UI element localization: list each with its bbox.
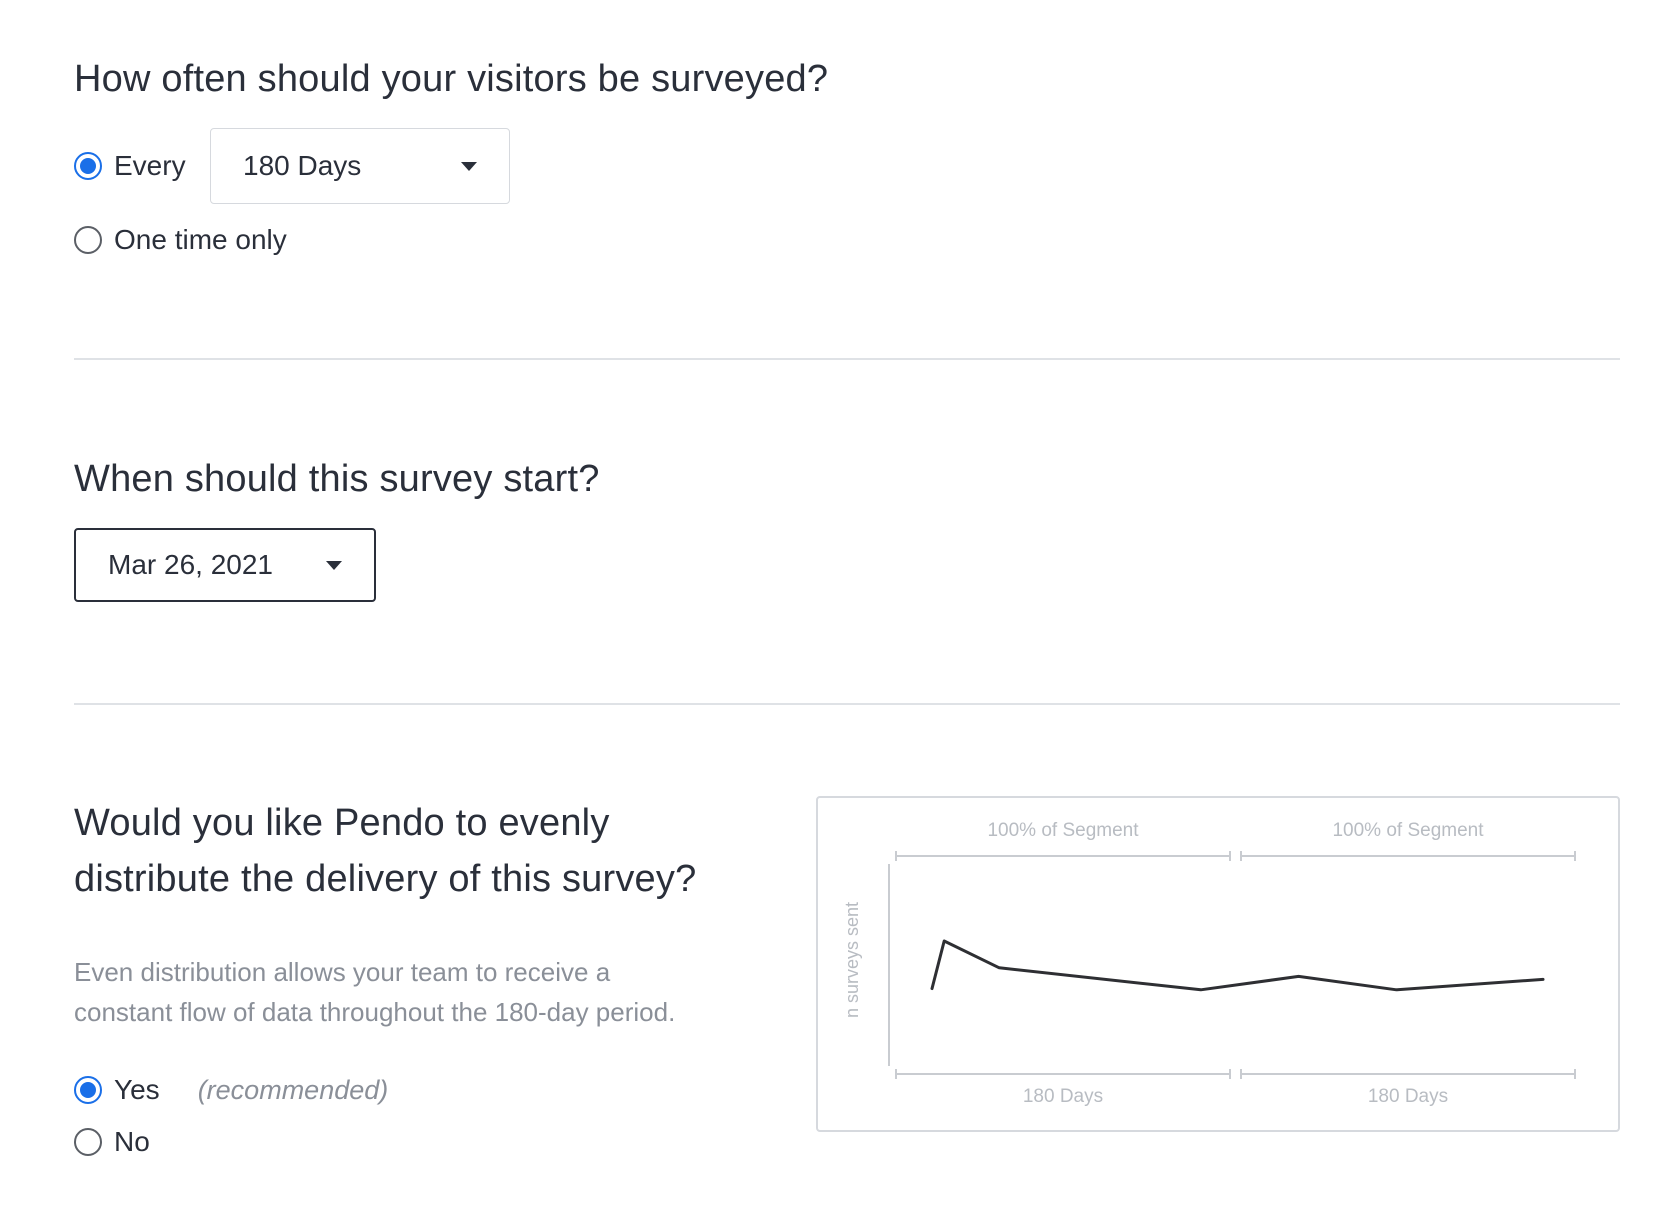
no-option[interactable]: No <box>74 1122 150 1162</box>
one-time-option[interactable]: One time only <box>74 220 287 260</box>
distribution-chart-svg: 100% of Segment 180 Days 100% of Segment 18… <box>842 820 1576 1107</box>
start-date-dropdown[interactable]: Mar 26, 2021 <box>74 528 376 602</box>
no-label: No <box>114 1126 150 1157</box>
description-line2: constant flow of data throughout the 180… <box>74 997 676 1027</box>
every-option[interactable]: Every <box>74 146 186 186</box>
top-segment-label: 100% of Segment <box>1332 820 1484 841</box>
one-time-radio[interactable] <box>74 226 102 254</box>
every-label: Every <box>114 150 186 181</box>
interval-dropdown[interactable]: 180 Days <box>210 128 510 204</box>
chevron-down-icon <box>326 560 342 570</box>
frequency-title: How often should your visitors be survey… <box>74 58 829 100</box>
yes-radio[interactable] <box>74 1076 102 1104</box>
no-radio[interactable] <box>74 1128 102 1156</box>
series-line <box>930 939 1545 992</box>
every-radio[interactable] <box>74 152 102 180</box>
bottom-segment-label: 180 Days <box>1023 1086 1103 1107</box>
start-date-value: Mar 26, 2021 <box>108 549 273 580</box>
yes-option[interactable]: Yes (recommended) <box>74 1070 388 1110</box>
distribution-chart: 100% of Segment 180 Days 100% of Segment 18… <box>816 796 1620 1132</box>
start-title: When should this survey start? <box>74 458 600 500</box>
section-divider <box>74 358 1620 360</box>
bottom-segment-label: 180 Days <box>1368 1086 1448 1107</box>
top-segment-label: 100% of Segment <box>987 820 1139 841</box>
one-time-label: One time only <box>114 224 287 255</box>
distribution-title-line1: Would you like Pendo to evenly <box>74 802 610 844</box>
distribution-title-line2: distribute the delivery of this survey? <box>74 858 697 900</box>
description-line1: Even distribution allows your team to re… <box>74 957 611 987</box>
interval-value: 180 Days <box>243 150 362 181</box>
yes-label: Yes <box>114 1074 160 1105</box>
section-divider <box>74 703 1620 705</box>
recommended-hint: (recommended) <box>197 1074 389 1105</box>
y-axis-label: n surveys sent <box>842 902 862 1018</box>
distribution-description: Even distribution allows your team to re… <box>74 952 754 1032</box>
chevron-down-icon <box>461 161 477 171</box>
